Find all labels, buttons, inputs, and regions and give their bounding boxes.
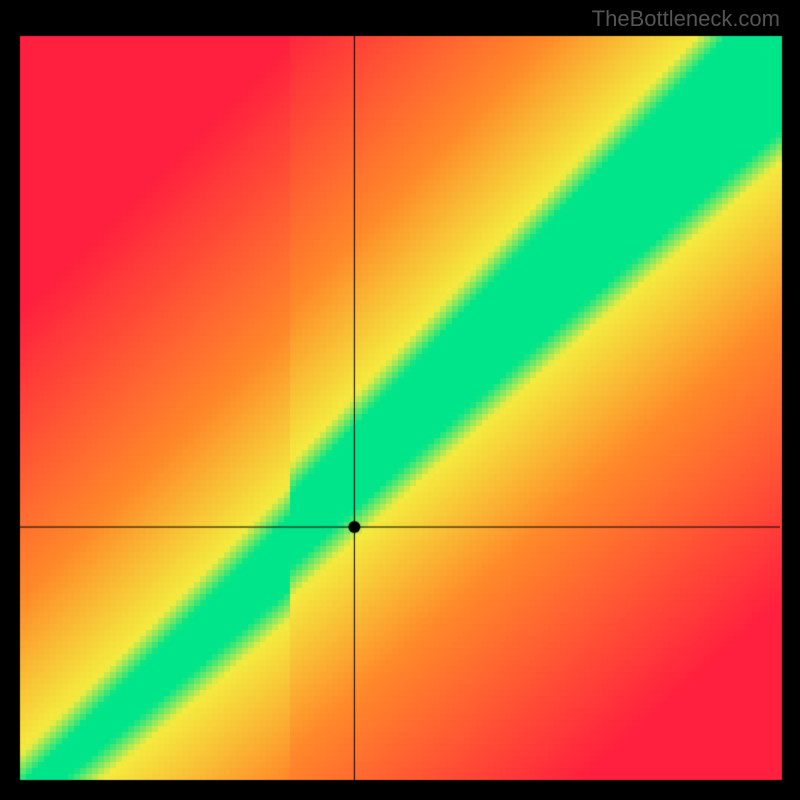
watermark-text: TheBottleneck.com [592,6,780,32]
heatmap-canvas [0,0,800,800]
chart-container: TheBottleneck.com [0,0,800,800]
